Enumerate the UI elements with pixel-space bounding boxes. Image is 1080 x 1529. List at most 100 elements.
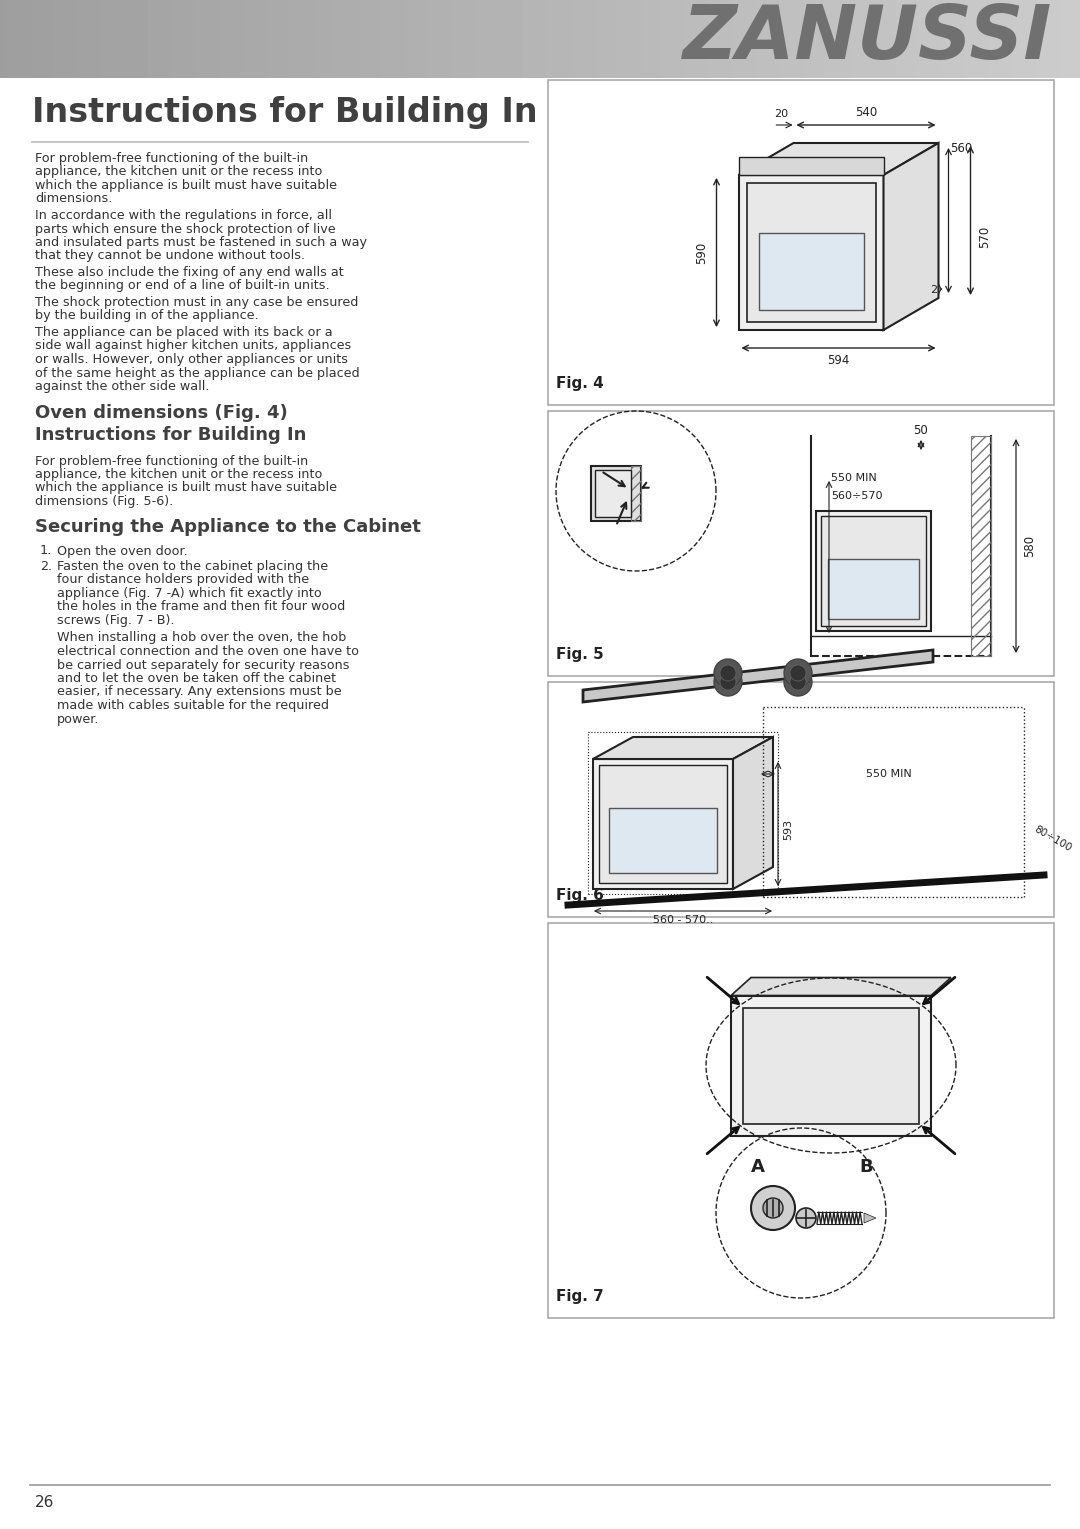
Text: Fig. 7: Fig. 7 <box>556 1289 604 1304</box>
Text: B: B <box>860 1157 873 1176</box>
Text: 20: 20 <box>774 109 788 119</box>
Bar <box>739 174 883 330</box>
Text: The appliance can be placed with its back or a: The appliance can be placed with its bac… <box>35 326 333 339</box>
Bar <box>743 1008 919 1124</box>
Text: These also include the fixing of any end walls at: These also include the fixing of any end… <box>35 266 343 278</box>
Circle shape <box>762 1199 783 1219</box>
Text: 580: 580 <box>1023 535 1036 557</box>
Bar <box>631 466 642 521</box>
Text: 2.: 2. <box>40 560 52 573</box>
Text: The shock protection must in any case be ensured: The shock protection must in any case be… <box>35 297 359 309</box>
Circle shape <box>714 659 742 687</box>
Text: or walls. However, only other appliances or units: or walls. However, only other appliances… <box>35 353 348 365</box>
Bar <box>731 995 931 1136</box>
Text: 540: 540 <box>855 106 877 119</box>
Polygon shape <box>593 737 773 758</box>
Text: appliance, the kitchen unit or the recess into: appliance, the kitchen unit or the reces… <box>35 468 322 482</box>
Bar <box>548 682 1054 917</box>
Circle shape <box>789 665 806 680</box>
Text: In accordance with the regulations in force, all: In accordance with the regulations in fo… <box>35 209 332 222</box>
Bar <box>548 411 1054 676</box>
Bar <box>609 807 717 873</box>
Text: and to let the oven be taken off the cabinet: and to let the oven be taken off the cab… <box>57 673 336 685</box>
Text: 50: 50 <box>914 425 929 437</box>
Text: Oven dimensions (Fig. 4): Oven dimensions (Fig. 4) <box>35 405 287 422</box>
Text: For problem-free functioning of the built-in: For problem-free functioning of the buil… <box>35 454 308 468</box>
Text: easier, if necessary. Any extensions must be: easier, if necessary. Any extensions mus… <box>57 685 341 699</box>
Circle shape <box>784 659 812 687</box>
Bar <box>821 515 926 625</box>
Text: 550 MIN: 550 MIN <box>866 769 912 778</box>
Text: ZANUSSI: ZANUSSI <box>683 3 1052 75</box>
Text: the beginning or end of a line of built-in units.: the beginning or end of a line of built-… <box>35 280 329 292</box>
Text: against the other side wall.: against the other side wall. <box>35 381 210 393</box>
Circle shape <box>720 674 735 690</box>
Text: be carried out separately for security reasons: be carried out separately for security r… <box>57 659 350 671</box>
Bar <box>548 924 1054 1318</box>
Bar <box>758 232 864 310</box>
Polygon shape <box>864 1212 876 1223</box>
Text: appliance (Fig. 7 -A) which fit exactly into: appliance (Fig. 7 -A) which fit exactly … <box>57 587 322 599</box>
Text: 550 MIN: 550 MIN <box>831 472 877 483</box>
Text: Instructions for Building In: Instructions for Building In <box>32 96 538 128</box>
Text: screws (Fig. 7 - B).: screws (Fig. 7 - B). <box>57 615 175 627</box>
Polygon shape <box>883 144 939 330</box>
Text: the holes in the frame and then fit four wood: the holes in the frame and then fit four… <box>57 601 346 613</box>
Polygon shape <box>739 157 883 174</box>
Text: 560: 560 <box>950 142 973 154</box>
Text: made with cables suitable for the required: made with cables suitable for the requir… <box>57 699 329 713</box>
Text: that they cannot be undone without tools.: that they cannot be undone without tools… <box>35 249 306 263</box>
Text: Fasten the oven to the cabinet placing the: Fasten the oven to the cabinet placing t… <box>57 560 328 573</box>
Circle shape <box>714 668 742 696</box>
Polygon shape <box>731 977 951 995</box>
Circle shape <box>796 1208 816 1228</box>
Text: Instructions for Building In: Instructions for Building In <box>35 427 307 445</box>
Polygon shape <box>733 737 773 888</box>
Text: four distance holders provided with the: four distance holders provided with the <box>57 573 309 587</box>
Bar <box>828 560 919 619</box>
Bar <box>816 511 931 631</box>
Text: 1.: 1. <box>40 544 52 558</box>
Text: appliance, the kitchen unit or the recess into: appliance, the kitchen unit or the reces… <box>35 165 322 179</box>
Text: 2: 2 <box>931 284 937 295</box>
Bar <box>746 183 876 323</box>
Bar <box>591 466 642 521</box>
Text: electrical connection and the oven one have to: electrical connection and the oven one h… <box>57 645 359 657</box>
Text: which the appliance is built must have suitable: which the appliance is built must have s… <box>35 179 337 193</box>
Text: A: A <box>751 1157 765 1176</box>
Text: 26: 26 <box>35 1495 54 1511</box>
Text: side wall against higher kitchen units, appliances: side wall against higher kitchen units, … <box>35 339 351 353</box>
Text: dimensions (Fig. 5-6).: dimensions (Fig. 5-6). <box>35 495 173 508</box>
Text: Fig. 4: Fig. 4 <box>556 376 604 391</box>
Circle shape <box>751 1187 795 1229</box>
Text: dimensions.: dimensions. <box>35 193 112 205</box>
Text: 80÷100: 80÷100 <box>1032 824 1072 853</box>
Text: 560÷570: 560÷570 <box>831 491 882 502</box>
Text: Open the oven door.: Open the oven door. <box>57 544 188 558</box>
Text: For problem-free functioning of the built-in: For problem-free functioning of the buil… <box>35 151 308 165</box>
Bar <box>971 436 991 656</box>
Text: 593: 593 <box>783 818 793 839</box>
Bar <box>599 764 727 884</box>
Text: 560 - 570..: 560 - 570.. <box>652 914 713 925</box>
Bar <box>548 80 1054 405</box>
Text: parts which ensure the shock protection of live: parts which ensure the shock protection … <box>35 223 336 235</box>
Text: 594: 594 <box>827 355 850 367</box>
Polygon shape <box>739 144 939 174</box>
Text: 590: 590 <box>696 242 708 263</box>
Bar <box>593 758 733 888</box>
Polygon shape <box>583 650 933 702</box>
Bar <box>595 469 631 517</box>
Text: by the building in of the appliance.: by the building in of the appliance. <box>35 309 258 323</box>
Text: power.: power. <box>57 713 99 725</box>
Circle shape <box>720 665 735 680</box>
Text: of the same height as the appliance can be placed: of the same height as the appliance can … <box>35 367 360 379</box>
Text: Securing the Appliance to the Cabinet: Securing the Appliance to the Cabinet <box>35 518 421 537</box>
Text: Fig. 5: Fig. 5 <box>556 647 604 662</box>
Text: Fig. 6: Fig. 6 <box>556 888 604 904</box>
Text: which the appliance is built must have suitable: which the appliance is built must have s… <box>35 482 337 494</box>
Circle shape <box>784 668 812 696</box>
Text: 570: 570 <box>978 225 991 248</box>
Text: and insulated parts must be fastened in such a way: and insulated parts must be fastened in … <box>35 235 367 249</box>
Text: When installing a hob over the oven, the hob: When installing a hob over the oven, the… <box>57 631 347 645</box>
